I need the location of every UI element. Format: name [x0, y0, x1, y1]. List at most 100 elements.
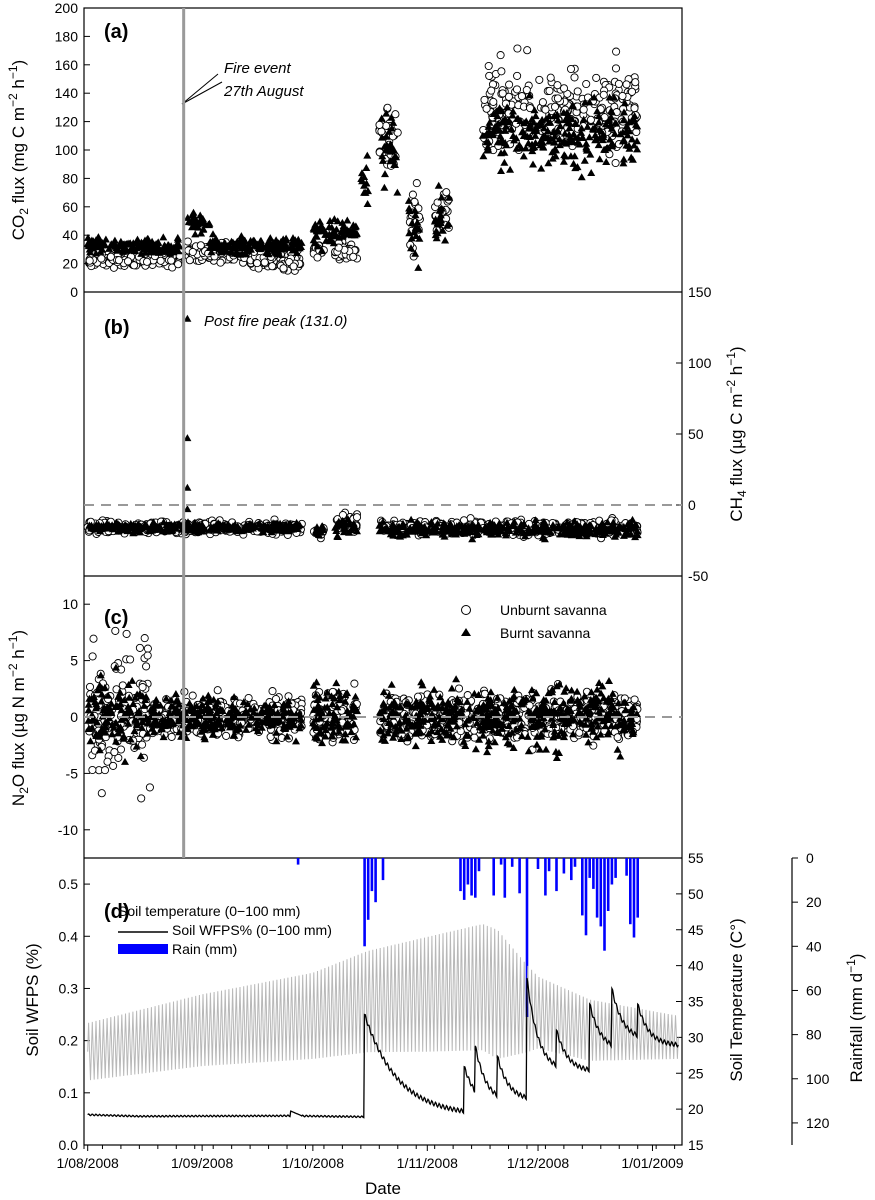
burnt-point: [485, 118, 494, 126]
burnt-point: [444, 220, 453, 228]
burnt-point: [482, 138, 491, 145]
legend-burnt-label: Burnt savanna: [500, 625, 590, 641]
rain-bar: [470, 858, 473, 896]
unburnt-point: [350, 679, 359, 688]
unburnt-point: [553, 81, 562, 90]
axis-ticks: 020406080100120140160180200-10-505100.00…: [55, 0, 830, 1171]
burnt-point: [326, 217, 334, 224]
soil-temp-tick-label: 50: [688, 886, 704, 902]
ch4-tick-label: -50: [688, 568, 708, 584]
unburnt-point: [244, 693, 253, 703]
legend-rain-swatch: [118, 944, 168, 954]
burnt-point: [339, 222, 348, 230]
burnt-point: [555, 135, 564, 143]
rain-bar: [366, 858, 370, 920]
y-tick-label: 0: [70, 284, 78, 300]
burnt-point: [154, 238, 163, 246]
co2-flux-axis-label: CO2 flux (mg C m−2 h−1): [6, 60, 31, 240]
burnt-point: [519, 152, 528, 160]
burnt-point: [500, 158, 509, 166]
unburnt-point: [260, 258, 269, 267]
burnt-point: [288, 243, 296, 251]
rain-bar: [459, 858, 462, 892]
burnt-point: [159, 518, 168, 526]
burnt-point: [261, 243, 270, 251]
legend-burnt-marker: [461, 628, 471, 636]
burnt-point: [212, 238, 221, 246]
unburnt-point: [433, 198, 442, 207]
burnt-point: [250, 241, 259, 249]
burnt-point: [594, 118, 603, 126]
burnt-point: [563, 108, 571, 116]
burnt-point: [623, 131, 632, 139]
rain-bar: [588, 858, 591, 878]
burnt-point: [364, 187, 372, 195]
burnt-point: [630, 141, 639, 149]
climate-legend: Soil temperature (0−100 mm) Soil WFPS% (…: [118, 903, 332, 957]
burnt-point: [508, 111, 517, 119]
burnt-point: [387, 113, 396, 121]
unburnt-point: [391, 110, 400, 119]
unburnt-point: [632, 127, 641, 137]
rain-bar: [629, 858, 632, 925]
burnt-point: [282, 236, 291, 244]
burnt-point: [127, 243, 136, 251]
burnt-point: [497, 136, 506, 143]
burnt-point: [343, 216, 352, 224]
unburnt-point: [188, 247, 197, 257]
burnt-point: [312, 225, 321, 233]
burnt-point: [387, 124, 396, 132]
burnt-point: [292, 737, 300, 745]
ch4-flux-axis-label: CH4 flux (µg C m−2 h−1): [724, 346, 749, 521]
burnt-point: [525, 91, 534, 99]
rain-bar: [570, 858, 573, 881]
burnt-point: [501, 122, 510, 130]
y-tick-label: 180: [55, 28, 79, 44]
unburnt-point: [122, 629, 131, 638]
burnt-point: [216, 244, 224, 252]
panel-c-points: [84, 626, 642, 803]
burnt-point: [405, 229, 414, 237]
y-tick-label: 0: [70, 709, 78, 725]
burnt-point: [548, 154, 557, 162]
burnt-point: [102, 520, 111, 528]
burnt-point: [579, 115, 588, 123]
burnt-point: [382, 141, 391, 149]
burnt-point: [536, 141, 545, 149]
rainfall-tick-label: 120: [806, 1115, 830, 1131]
burnt-point: [550, 132, 559, 140]
burnt-point: [529, 118, 538, 126]
unburnt-point: [116, 745, 126, 754]
burnt-point: [293, 239, 302, 247]
burnt-point: [531, 131, 540, 139]
burnt-point: [135, 522, 144, 530]
burnt-point: [546, 134, 555, 142]
burnt-point: [497, 167, 505, 174]
y-tick-label: 60: [62, 199, 78, 215]
burnt-point: [164, 241, 173, 249]
unburnt-point: [138, 683, 147, 692]
x-tick-label: 1/10/2008: [282, 1155, 344, 1171]
burnt-point: [633, 145, 642, 153]
burnt-point: [244, 524, 253, 531]
burnt-point: [317, 246, 326, 254]
burnt-point: [283, 524, 292, 532]
burnt-point: [167, 527, 176, 535]
rainfall-tick-label: 40: [806, 938, 822, 954]
burnt-point: [577, 124, 586, 132]
unburnt-point: [216, 258, 225, 267]
burnt-point: [199, 225, 208, 233]
burnt-point: [582, 146, 591, 154]
unburnt-point: [393, 128, 402, 137]
burnt-point: [188, 217, 197, 225]
burnt-point: [105, 244, 114, 252]
burnt-point: [585, 133, 594, 141]
burnt-point: [223, 247, 232, 255]
burnt-point: [452, 675, 461, 683]
burnt-point: [493, 125, 502, 133]
burnt-point: [407, 244, 415, 252]
burnt-point: [519, 132, 528, 139]
rainfall-axis-label: Rainfall (mm d−1): [844, 954, 866, 1083]
rainfall-tick-label: 80: [806, 1027, 822, 1043]
unburnt-point: [611, 158, 620, 168]
